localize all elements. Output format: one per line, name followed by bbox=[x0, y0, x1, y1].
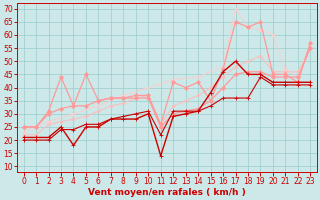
X-axis label: Vent moyen/en rafales ( km/h ): Vent moyen/en rafales ( km/h ) bbox=[88, 188, 246, 197]
